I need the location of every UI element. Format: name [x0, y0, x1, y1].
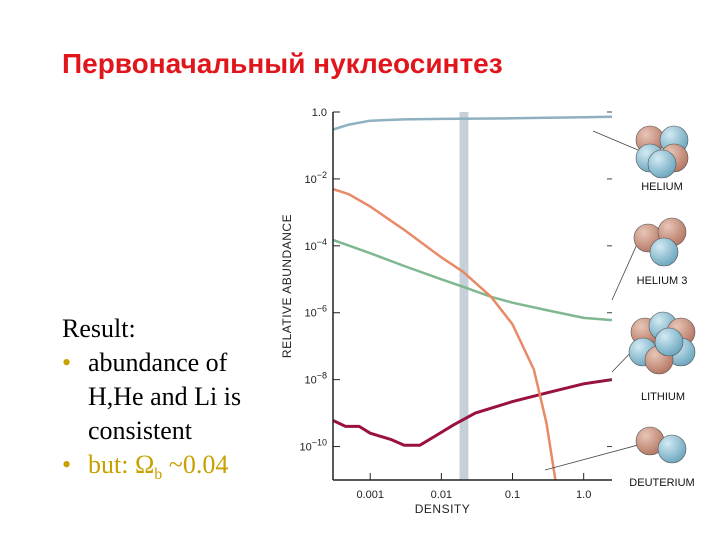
- omega-subscript: b: [154, 466, 163, 484]
- leader-line: [544, 444, 639, 471]
- bullet-marker: •: [62, 450, 72, 479]
- leader-line: [611, 241, 639, 301]
- series-label: DEUTERIUM: [629, 477, 694, 489]
- x-tick-label: 1.0: [576, 489, 591, 501]
- bullet-text-line: consistent: [88, 416, 192, 445]
- bullet-item-omega: • but: Ωb ~0.04: [62, 448, 277, 492]
- y-tick-label: 10−8: [304, 371, 327, 387]
- x-tick-label: 0.001: [356, 489, 384, 501]
- nucleus-helium-3-icon: HELIUM 3: [611, 217, 688, 301]
- nuclei-illustrations: HELIUM HELIUM 3 LITHIUM DEUTERIUM: [544, 125, 696, 489]
- x-tick-label: 0.1: [505, 489, 520, 501]
- nucleus-deuterium-icon: DEUTERIUM: [544, 426, 695, 489]
- y-tick-label: 10−4: [304, 237, 327, 253]
- leader-line: [592, 130, 639, 151]
- x-axis-label: DENSITY: [415, 502, 471, 516]
- nucleus-lithium-icon: LITHIUM: [611, 311, 696, 403]
- neutron-ball: [649, 237, 679, 267]
- y-tick-label: 10−10: [299, 438, 327, 454]
- y-tick-label: 10−6: [304, 304, 327, 320]
- bullet-marker: •: [62, 348, 72, 377]
- slide-title: Первоначальный нуклеосинтез: [62, 48, 503, 79]
- neutron-ball: [657, 434, 687, 464]
- neutron-ball: [654, 327, 684, 357]
- series-line-helium: [333, 115, 612, 131]
- density-highlight-band: [459, 112, 469, 480]
- y-tick-label: 10−2: [304, 170, 327, 186]
- series-label: LITHIUM: [641, 391, 685, 403]
- series-label: HELIUM 3: [637, 275, 688, 287]
- omega-symbol: Ω: [134, 450, 155, 479]
- series-label: HELIUM: [641, 181, 683, 193]
- y-axis-label: RELATIVE ABUNDANCE: [280, 214, 294, 358]
- series-line-lithium: [333, 378, 612, 447]
- result-text-block: Result: • abundance of H,He and Li is con…: [62, 312, 277, 492]
- series-line-deuterium: [333, 187, 557, 480]
- bullet-prefix: but:: [88, 450, 135, 479]
- bullet-suffix: ~0.04: [162, 450, 229, 479]
- series-line-helium-3: [333, 238, 612, 322]
- neutron-ball: [647, 149, 677, 179]
- x-tick-label: 0.01: [431, 489, 452, 501]
- nucleus-helium-icon: HELIUM: [592, 125, 689, 193]
- bullet-text-line: H,He and Li is: [88, 382, 242, 411]
- bullet-item-abundance: • abundance of: [62, 346, 277, 380]
- y-tick-label: 1.0: [312, 107, 327, 119]
- result-label: Result:: [62, 314, 136, 343]
- bullet-text-line: abundance of: [88, 348, 228, 377]
